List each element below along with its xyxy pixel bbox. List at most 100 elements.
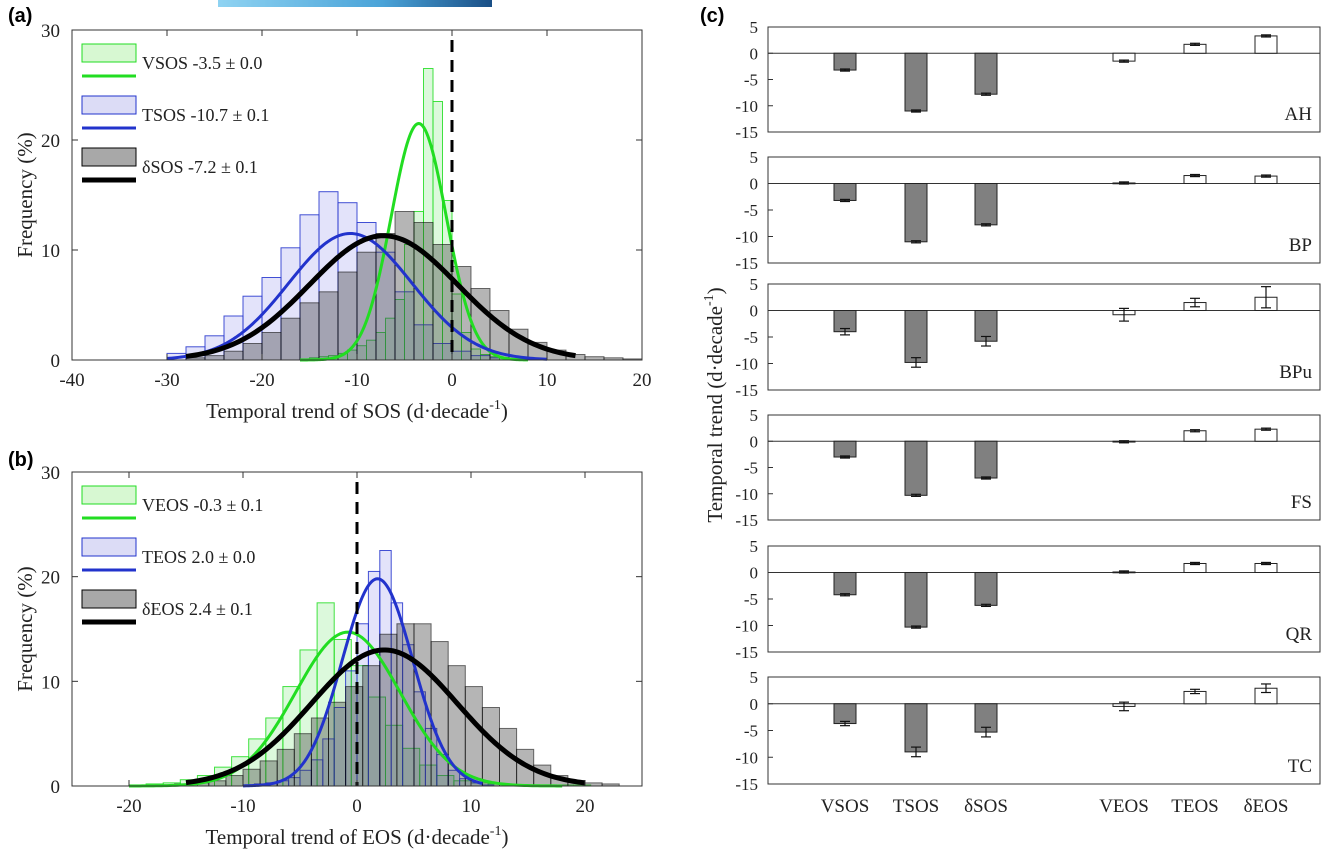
legend-swatch-v	[81, 485, 137, 505]
panel-label: (c)	[700, 5, 724, 27]
x-tick-label: -20	[249, 370, 274, 391]
bar-5	[1254, 35, 1278, 54]
category-label: TSOS	[893, 796, 939, 817]
y-tick-label: -10	[735, 355, 758, 374]
y-tick-label: -15	[735, 123, 758, 142]
y-tick-label: 0	[51, 351, 61, 372]
x-axis-label-text: Temporal trend of EOS (d·decade	[206, 825, 490, 849]
y-tick-label: -15	[735, 643, 758, 662]
y-tick-label: 5	[750, 148, 759, 167]
fit-curve-v	[129, 630, 563, 788]
histogram-bar-d	[362, 665, 381, 787]
y-tick-label: 0	[750, 302, 759, 321]
histogram-bar-d	[394, 211, 415, 361]
x-tick-label: -40	[59, 370, 84, 391]
bar-0	[833, 440, 857, 458]
y-tick-label: 0	[51, 777, 61, 798]
bar-0	[833, 183, 857, 201]
fit-curve-t	[166, 231, 548, 361]
x-tick-label: -30	[154, 370, 179, 391]
bar-2	[974, 183, 998, 226]
bar-1	[904, 183, 928, 243]
bar-1	[904, 703, 928, 753]
y-tick-label: 20	[41, 131, 60, 152]
y-tick-label: -5	[744, 722, 758, 741]
subplot-bp: 5 0 -5 -10 -15 BP	[735, 148, 1321, 273]
y-axis-label-sup: -1	[702, 294, 717, 306]
subplot-label: BP	[1289, 235, 1312, 256]
x-tick-label: 0	[352, 796, 362, 817]
bar-0	[833, 703, 857, 725]
subplot-label: BPu	[1279, 362, 1312, 383]
y-axis-label: Frequency (%)	[13, 132, 37, 257]
x-tick-label: -10	[230, 796, 255, 817]
x-axis-label-sup: -1	[490, 824, 502, 839]
y-tick-label: 20	[41, 568, 60, 589]
y-tick-label: 5	[750, 668, 759, 687]
histogram-bar-d	[225, 775, 244, 787]
legend-label: TEOS 2.0 ± 0.0	[142, 547, 255, 567]
bar-2	[974, 52, 998, 95]
y-tick-label: 0	[750, 175, 759, 194]
subplot-label: TC	[1288, 756, 1312, 777]
legend-label: δEOS 2.4 ± 0.1	[142, 599, 253, 619]
subplot-frame	[767, 283, 1321, 391]
subplot-frame	[767, 414, 1321, 521]
x-tick-label: 20	[576, 796, 595, 817]
bar-2	[974, 572, 998, 606]
legend-swatch-v	[81, 43, 137, 63]
subplot-frame	[767, 26, 1321, 133]
y-tick-label: -5	[744, 328, 758, 347]
histogram-panel-a: -40 -30 -20 -10 0 10 20 0 10 20 30 (a) Frequency (%)…	[8, 5, 652, 423]
y-tick-label: 0	[750, 564, 759, 583]
subplot-label: FS	[1291, 492, 1312, 513]
y-tick-label: -5	[744, 201, 758, 220]
x-tick-label: 10	[462, 796, 481, 817]
histogram-bar-d	[242, 768, 261, 787]
y-tick-label: 0	[750, 44, 759, 63]
histogram-bar-d	[464, 686, 483, 787]
subplot-frame	[767, 676, 1321, 785]
y-tick-label: 10	[41, 241, 60, 262]
bar-1	[904, 572, 928, 628]
y-tick-label: -15	[735, 775, 758, 794]
panel-label: (b)	[8, 449, 34, 471]
histogram-bar-d	[413, 623, 432, 787]
subplot-bpu: 5 0 -5 -10 -15 BPu	[735, 275, 1321, 400]
histogram-bar-d	[242, 343, 263, 361]
x-tick-label: -20	[116, 796, 141, 817]
category-label: VSOS	[821, 796, 870, 817]
legend-label: VEOS -0.3 ± 0.1	[142, 495, 263, 515]
category-label: δSOS	[964, 796, 1008, 817]
histogram-bar-d	[223, 350, 244, 361]
y-tick-label: -15	[735, 511, 758, 530]
histogram-bar-d	[379, 633, 398, 787]
histogram-bar-d	[396, 623, 415, 787]
subplot-frame	[767, 545, 1321, 653]
y-tick-label: -5	[744, 590, 758, 609]
y-tick-label: -10	[735, 485, 758, 504]
histogram-bar-d	[318, 291, 339, 361]
x-tick-label: 20	[633, 370, 652, 391]
subplot-label: AH	[1285, 104, 1313, 125]
subplot-frame	[767, 156, 1321, 264]
y-tick-label: 0	[750, 695, 759, 714]
histogram-bar-d	[345, 686, 364, 787]
subplot-tc: 5 0 -5 -10 -15 TC	[735, 668, 1321, 794]
legend-label: TSOS -10.7 ± 0.1	[142, 105, 269, 125]
bar-0	[833, 572, 857, 596]
y-tick-label: -10	[735, 228, 758, 247]
bar-1	[904, 310, 928, 363]
legend-label: δSOS -7.2 ± 0.1	[142, 157, 258, 177]
y-axis-label: Frequency (%)	[13, 566, 37, 691]
subplot-label: QR	[1286, 624, 1313, 645]
legend-swatch-t	[81, 537, 137, 557]
y-tick-label: -5	[744, 71, 758, 90]
y-tick-label: 5	[750, 18, 759, 37]
category-label: TEOS	[1171, 796, 1219, 817]
y-tick-label: -10	[735, 748, 758, 767]
y-tick-label: -10	[735, 97, 758, 116]
bar-2	[974, 440, 998, 479]
y-tick-label: 5	[750, 537, 759, 556]
x-tick-label: -10	[344, 370, 369, 391]
